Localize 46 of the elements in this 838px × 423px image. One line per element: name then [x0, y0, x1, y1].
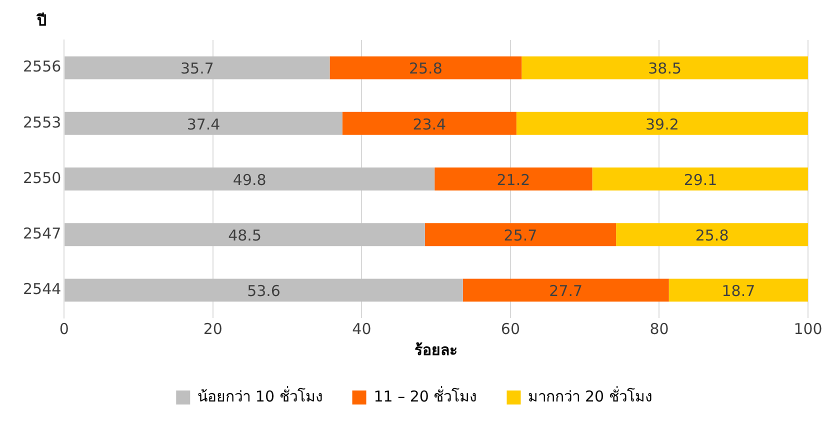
bar [592, 168, 808, 190]
data-label: 39.2 [646, 115, 679, 134]
bar [522, 56, 808, 80]
y-tick-label: 2550 [22, 168, 62, 187]
bar [616, 223, 808, 246]
bar [434, 168, 592, 190]
bar [64, 112, 342, 135]
bar [64, 168, 435, 190]
data-label: 18.7 [722, 282, 756, 300]
x-tick-label: 100 [794, 320, 822, 338]
x-tick-label: 80 [650, 320, 669, 338]
data-label: 29.1 [684, 170, 718, 189]
y-tick-label: 2544 [22, 280, 62, 298]
data-label: 21.2 [496, 170, 530, 189]
x-tick-label: 20 [203, 320, 222, 338]
bar [668, 278, 808, 302]
data-label: 38.5 [648, 60, 682, 78]
x-axis-title: ร้อยละ [414, 340, 458, 359]
bar [462, 278, 669, 302]
legend-label: 11 – 20 ชั่วโมง [374, 385, 477, 406]
bar [64, 56, 330, 80]
data-label: 23.4 [412, 115, 446, 134]
data-label: 35.7 [180, 60, 214, 78]
bar [64, 278, 463, 302]
x-tick-label: 0 [59, 320, 69, 338]
data-label: 53.6 [247, 282, 280, 300]
bar [424, 223, 616, 246]
y-tick-label: 2553 [22, 113, 62, 132]
bar [342, 112, 516, 135]
y-tick-label: 2556 [22, 58, 62, 76]
x-tick-label: 40 [352, 320, 372, 338]
bar [330, 56, 522, 80]
x-tick-label: 60 [500, 320, 520, 338]
bar [64, 223, 425, 246]
data-label: 25.8 [695, 226, 729, 244]
y-tick-label: 2547 [22, 224, 62, 242]
data-label: 48.5 [228, 226, 262, 244]
data-label: 37.4 [186, 115, 220, 134]
data-label: 25.8 [408, 60, 442, 78]
data-label: 25.7 [504, 226, 538, 244]
legend-label: มากกว่า 20 ชั่วโมง [528, 385, 652, 406]
y-axis-title: ปี [36, 11, 48, 30]
data-label: 27.7 [549, 282, 583, 300]
legend-label: น้อยกว่า 10 ชั่วโมง [198, 385, 322, 406]
data-label: 49.8 [232, 170, 266, 189]
bar [516, 112, 808, 135]
